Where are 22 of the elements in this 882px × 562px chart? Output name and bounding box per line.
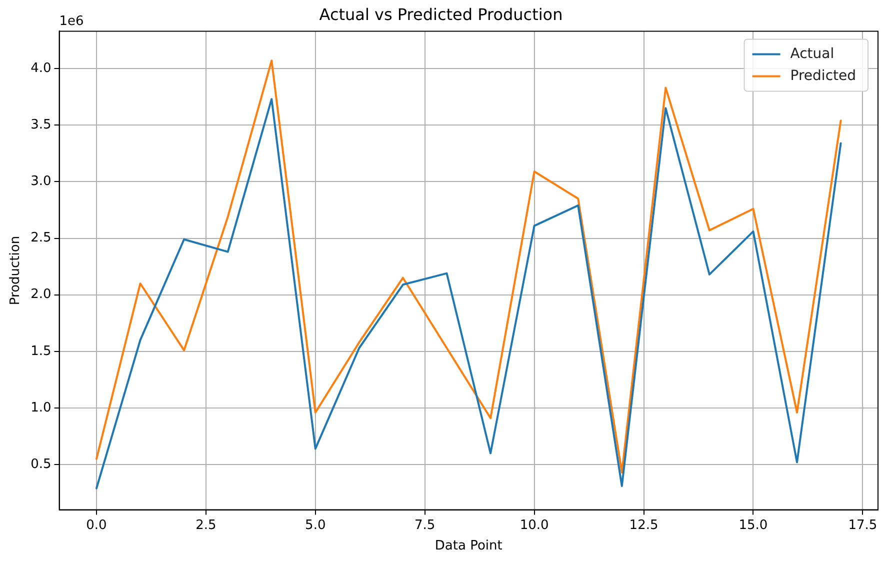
y-tick-label: 2.0 bbox=[30, 287, 52, 302]
y-tick-label: 3.0 bbox=[30, 174, 52, 190]
y-tick-label: 0.5 bbox=[30, 456, 52, 472]
y-axis-title: Production bbox=[8, 236, 24, 306]
x-tick-label: 7.5 bbox=[414, 518, 436, 533]
text: 1e6 bbox=[59, 14, 84, 30]
legend-label: Predicted bbox=[790, 68, 856, 84]
x-tick-label: 15.0 bbox=[738, 518, 768, 533]
x-tick-label: 5.0 bbox=[305, 518, 326, 533]
legend-label: Actual bbox=[790, 46, 834, 62]
x-tick-label: 10.0 bbox=[520, 518, 549, 533]
x-tick-label: 12.5 bbox=[629, 518, 658, 533]
y-tick-label: 1.0 bbox=[30, 400, 52, 416]
y-tick-label: 2.5 bbox=[30, 230, 52, 246]
y-tick-label: 4.0 bbox=[30, 60, 52, 76]
x-tick-label: 2.5 bbox=[196, 518, 216, 533]
y-tick-label: 3.5 bbox=[30, 117, 52, 132]
y-tick-label: 1.5 bbox=[30, 344, 52, 359]
x-tick-label: 17.5 bbox=[848, 518, 878, 533]
x-tick-label: 0.0 bbox=[86, 518, 107, 533]
x-axis-title: Data Point bbox=[434, 538, 502, 554]
chart-title: Actual vs Predicted Production bbox=[319, 4, 563, 24]
